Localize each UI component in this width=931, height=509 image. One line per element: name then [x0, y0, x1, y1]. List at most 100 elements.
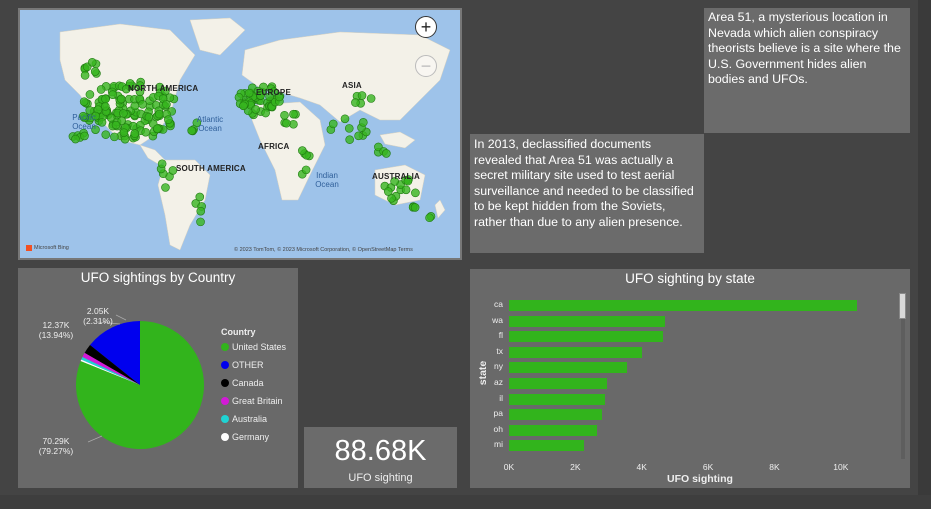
sighting-point[interactable]: [130, 101, 140, 111]
pie-slice-canada[interactable]: [84, 345, 140, 385]
ufo-map[interactable]: NORTH AMERICA EUROPE ASIA AFRICA SOUTH A…: [18, 8, 462, 260]
sighting-point[interactable]: [354, 131, 363, 141]
sighting-point[interactable]: [141, 127, 151, 137]
pie-slice-australia[interactable]: [81, 356, 140, 385]
map-canvas[interactable]: [20, 10, 460, 258]
bar-pa[interactable]: [509, 409, 602, 421]
pie-chart-panel[interactable]: UFO sightings by Country 2.05K (2.31%) 1…: [18, 268, 298, 488]
sighting-point[interactable]: [85, 90, 95, 99]
sighting-point[interactable]: [425, 213, 434, 223]
sighting-point[interactable]: [282, 118, 291, 128]
sighting-point[interactable]: [168, 166, 178, 175]
sighting-point[interactable]: [101, 130, 111, 139]
scrollbar-track[interactable]: [901, 293, 905, 459]
sighting-point[interactable]: [119, 128, 129, 137]
bar-chart-panel[interactable]: UFO sighting by state ca wa fl tx ny az il pa oh…: [470, 269, 910, 488]
bar-ca[interactable]: [509, 300, 858, 311]
sighting-point[interactable]: [289, 119, 298, 129]
bar-ny[interactable]: [509, 362, 627, 374]
sighting-point[interactable]: [117, 116, 127, 126]
sighting-point[interactable]: [359, 118, 368, 127]
sighting-point[interactable]: [328, 119, 338, 129]
bar-chart[interactable]: ca wa fl tx ny az il pa oh mi 0K 2K 4K 6K 8K 10K: [470, 269, 910, 488]
pie-slice-other[interactable]: [89, 321, 140, 385]
sighting-point[interactable]: [411, 188, 420, 198]
sighting-point[interactable]: [116, 94, 126, 104]
legend-item-germany[interactable]: Germany: [221, 432, 269, 442]
sighting-point[interactable]: [403, 176, 413, 186]
sighting-point[interactable]: [162, 100, 171, 109]
sighting-point[interactable]: [410, 203, 420, 212]
sighting-point[interactable]: [187, 126, 196, 135]
bar-tx[interactable]: [509, 346, 642, 358]
sighting-point[interactable]: [298, 146, 307, 155]
sighting-point[interactable]: [344, 124, 354, 133]
sighting-point[interactable]: [97, 118, 107, 127]
zoom-in-button[interactable]: +: [415, 16, 437, 38]
bar-oh[interactable]: [509, 424, 597, 436]
sighting-point[interactable]: [239, 101, 248, 111]
sighting-point[interactable]: [135, 81, 145, 90]
sighting-point[interactable]: [153, 124, 162, 133]
legend-item-united-states[interactable]: United States: [221, 342, 286, 352]
sighting-point[interactable]: [301, 165, 311, 175]
sighting-point[interactable]: [274, 92, 284, 102]
bar-fl[interactable]: [509, 331, 664, 343]
sighting-point[interactable]: [251, 105, 260, 114]
sighting-point[interactable]: [196, 206, 206, 216]
sighting-point[interactable]: [138, 100, 147, 109]
sighting-point[interactable]: [164, 115, 173, 124]
sighting-point[interactable]: [78, 111, 88, 121]
sighting-point[interactable]: [101, 102, 110, 111]
sighting-point[interactable]: [366, 94, 376, 103]
sighting-point[interactable]: [87, 58, 97, 67]
sighting-point[interactable]: [90, 67, 100, 76]
sighting-point[interactable]: [401, 185, 411, 195]
legend-item-great-britain[interactable]: Great Britain: [221, 396, 283, 406]
sighting-point[interactable]: [144, 112, 154, 122]
sighting-point[interactable]: [80, 71, 90, 80]
sighting-point[interactable]: [91, 125, 100, 134]
sighting-point[interactable]: [91, 111, 100, 121]
sighting-point[interactable]: [101, 94, 110, 104]
map-credits[interactable]: © 2023 TomTom, © 2023 Microsoft Corporat…: [234, 247, 413, 253]
sighting-point[interactable]: [161, 183, 170, 192]
zoom-out-button[interactable]: −: [415, 55, 437, 77]
sighting-point[interactable]: [195, 192, 205, 202]
sighting-point[interactable]: [280, 110, 289, 120]
sighting-point[interactable]: [130, 129, 140, 138]
scrollbar-thumb[interactable]: [899, 293, 906, 319]
pie-chart[interactable]: [18, 268, 298, 488]
sighting-point[interactable]: [256, 91, 265, 100]
sighting-point[interactable]: [351, 98, 360, 107]
sighting-point[interactable]: [161, 86, 170, 96]
bar-mi[interactable]: [509, 440, 584, 452]
sighting-point[interactable]: [71, 134, 80, 144]
sighting-point[interactable]: [119, 109, 128, 118]
sighting-point[interactable]: [244, 88, 254, 98]
legend-item-australia[interactable]: Australia: [221, 414, 267, 424]
sighting-point[interactable]: [196, 217, 205, 227]
sighting-point[interactable]: [383, 187, 393, 196]
bar-wa[interactable]: [509, 315, 665, 327]
sighting-point[interactable]: [79, 97, 89, 106]
sighting-point[interactable]: [357, 91, 367, 100]
sighting-point[interactable]: [157, 159, 167, 169]
legend-item-canada[interactable]: Canada: [221, 378, 264, 388]
sighting-point[interactable]: [382, 149, 391, 158]
bar-az[interactable]: [509, 378, 607, 389]
legend-item-other[interactable]: OTHER: [221, 360, 264, 370]
sighting-point[interactable]: [121, 84, 131, 94]
sighting-point[interactable]: [154, 109, 164, 119]
sighting-point[interactable]: [96, 85, 106, 94]
sighting-point[interactable]: [340, 114, 350, 124]
sighting-point[interactable]: [261, 108, 270, 118]
sighting-point[interactable]: [289, 109, 298, 119]
pie-slice-great-britain[interactable]: [82, 352, 140, 385]
bar-il[interactable]: [509, 393, 606, 405]
sighting-point[interactable]: [108, 90, 118, 99]
pie-slice-united-states[interactable]: [76, 321, 204, 449]
sighting-point[interactable]: [80, 131, 89, 141]
pie-slice-germany[interactable]: [80, 359, 140, 385]
sighting-point[interactable]: [111, 120, 121, 130]
